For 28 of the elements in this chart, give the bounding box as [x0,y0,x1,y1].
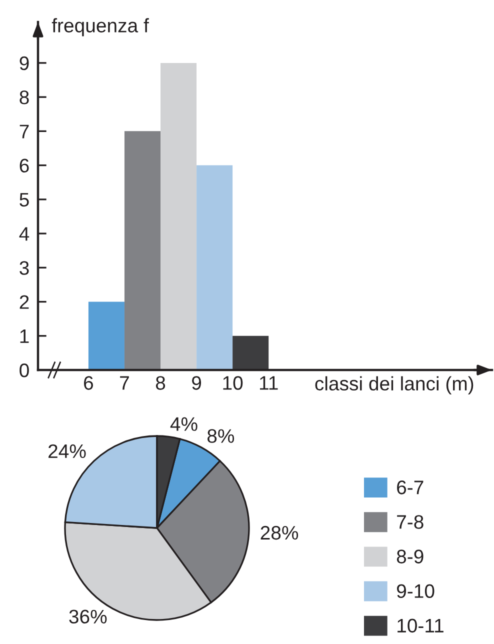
y-tick-label: 4 [19,227,30,241]
x-axis-title: classi dei lanci (m) [315,376,474,394]
data-label: 36% [69,610,107,624]
x-tick-label: 10 [223,376,243,390]
y-tick-label: 3 [20,261,29,275]
y-tick-label: 1 [20,330,29,343]
x-tick-label: 6 [84,376,93,390]
y-axis-title: frequenza f [52,18,149,36]
x-tick-label: 8 [156,376,166,390]
y-tick-label: 7 [20,124,29,138]
y-tick-label: 9 [20,56,29,70]
legend-label: 7-8 [397,515,424,529]
x-tick-label: 11 [260,376,278,390]
data-label: 28% [260,526,298,540]
legend-label: 10-11 [398,618,444,633]
y-tick-label: 2 [20,295,29,309]
y-tick-label: 5 [20,193,29,207]
legend-label: 9-10 [396,584,434,598]
legend-label: 6-7 [397,480,424,494]
legend-label: 8-9 [396,550,424,564]
data-label: 24% [48,444,86,458]
y-tick-label: 0 [20,363,29,378]
y-tick-label: 6 [20,158,29,173]
x-tick-label: 9 [192,376,202,390]
x-tick-label: 7 [120,376,129,390]
y-tick-label: 8 [20,90,29,104]
data-label: 8% [207,429,234,443]
data-label: 4% [170,417,198,431]
